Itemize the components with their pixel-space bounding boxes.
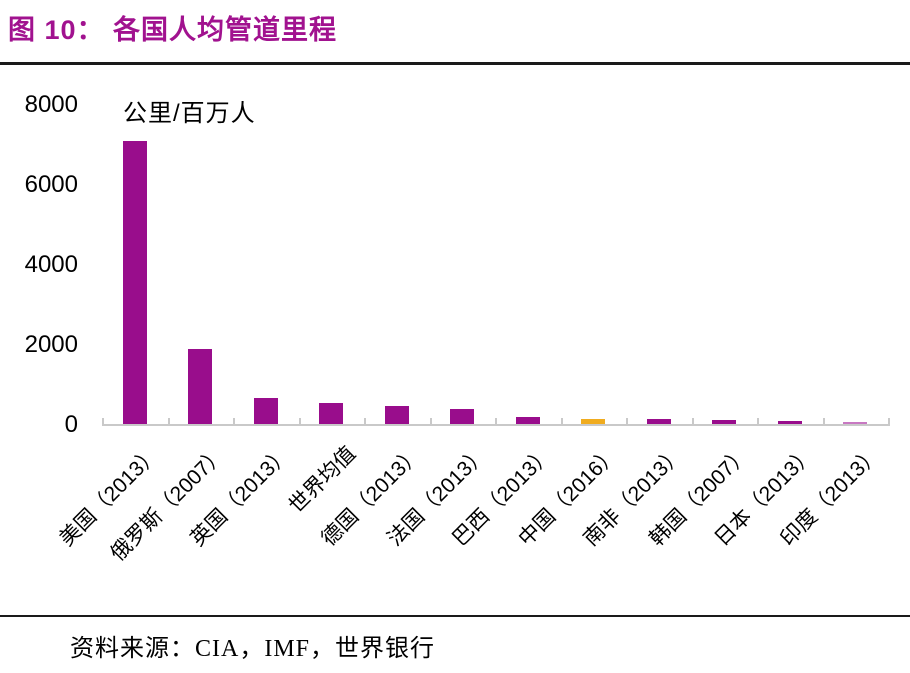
bar-美国（2013） <box>122 141 147 424</box>
y-axis-unit-label: 公里/百万人 <box>123 100 256 127</box>
bar-南非（2013） <box>646 419 671 424</box>
x-axis-tick-mark <box>626 418 628 426</box>
x-axis-tick-mark <box>298 418 301 426</box>
y-axis-tick-label: 4000 <box>24 251 78 278</box>
y-axis-tick-label: 0 <box>64 411 78 438</box>
title-divider <box>0 62 910 65</box>
bar-中国（2016） <box>581 419 606 424</box>
bar-法国（2013） <box>450 409 475 424</box>
x-axis-tick-mark <box>167 418 170 426</box>
x-axis-tick-mark <box>429 418 432 426</box>
footer-divider <box>0 615 910 617</box>
x-axis-category-label: 俄罗斯（2007） <box>105 442 230 566</box>
x-axis-tick-mark <box>364 418 366 426</box>
bar-日本（2013） <box>777 421 802 424</box>
figure-title: 图 10： 各国人均管道里程 <box>8 15 338 45</box>
y-axis-tick-label: 6000 <box>24 171 78 198</box>
bar-俄罗斯（2007） <box>188 349 213 424</box>
bar-英国（2013） <box>253 398 278 424</box>
x-axis-tick-mark <box>560 418 563 426</box>
y-axis-tick-label: 8000 <box>24 91 78 118</box>
bar-世界均值 <box>319 403 344 424</box>
source-text: 资料来源：CIA，IMF，世界银行 <box>70 636 436 662</box>
bar-德国（2013） <box>384 406 409 424</box>
x-axis-tick-mark <box>102 418 104 426</box>
x-axis-tick-mark <box>233 418 235 426</box>
x-axis-tick-mark <box>757 418 759 426</box>
y-axis-tick-label: 2000 <box>24 331 78 358</box>
x-axis-tick-mark <box>822 418 825 426</box>
x-axis-tick-mark <box>691 418 694 426</box>
x-axis-tick-mark <box>495 418 497 426</box>
bar-巴西（2013） <box>515 417 540 424</box>
bar-印度（2013） <box>843 422 868 424</box>
bar-韩国（2007） <box>712 420 737 424</box>
x-axis-tick-mark <box>888 418 890 426</box>
